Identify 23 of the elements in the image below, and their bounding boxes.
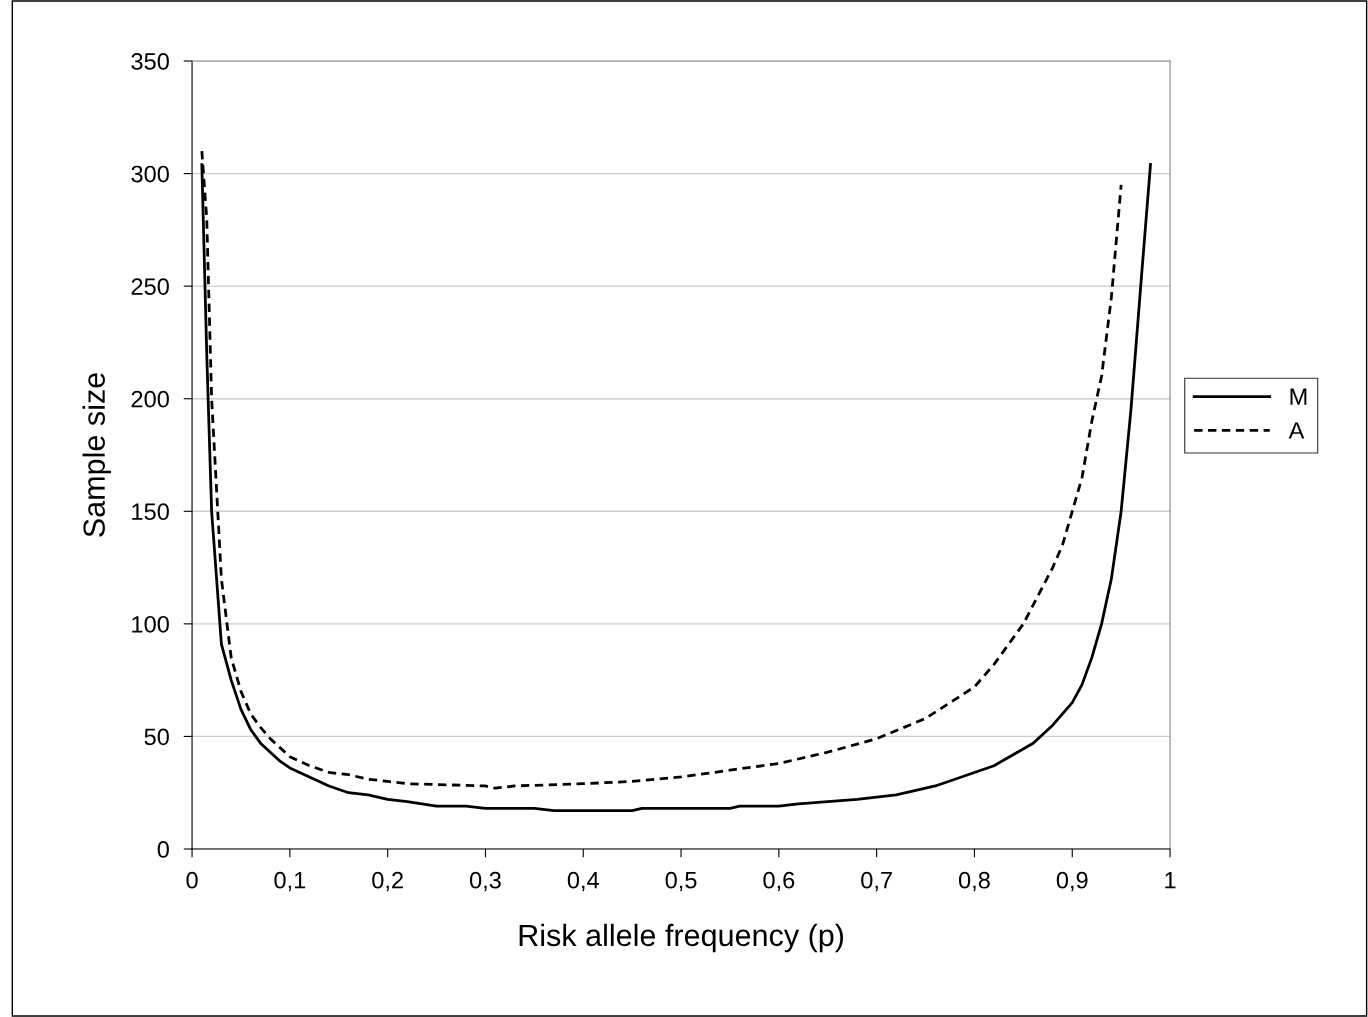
- x-tick-label: 0,7: [861, 871, 892, 892]
- x-tick-label: 1: [1165, 872, 1176, 889]
- y-tick-label: 300: [131, 165, 169, 183]
- y-tick-label: 100: [132, 615, 169, 633]
- x-tick-label: 0,9: [1056, 871, 1088, 892]
- y-tick-label: 150: [132, 503, 169, 521]
- x-tick-label: 0,3: [469, 871, 501, 892]
- y-tick-label: 350: [131, 53, 169, 70]
- x-tick-label: 0: [186, 871, 198, 889]
- y-tick-label: 0: [157, 841, 169, 858]
- x-axis-title: Risk allele frequency (p): [519, 923, 844, 953]
- y-tick-label: 50: [144, 728, 169, 746]
- x-tick-label: 0,1: [274, 871, 306, 892]
- x-tick-label: 0,2: [372, 871, 403, 892]
- x-tick-label: 0,5: [665, 871, 697, 892]
- x-tick-label: 0,8: [958, 871, 990, 892]
- y-tick-label: 200: [131, 390, 169, 408]
- legend-label: A: [1288, 422, 1305, 439]
- y-axis-title: Sample size: [82, 373, 112, 537]
- x-tick-label: 0,4: [567, 871, 599, 892]
- y-tick-label: 250: [131, 278, 169, 295]
- legend-label: M: [1290, 388, 1307, 405]
- x-tick-label: 0,6: [763, 871, 795, 892]
